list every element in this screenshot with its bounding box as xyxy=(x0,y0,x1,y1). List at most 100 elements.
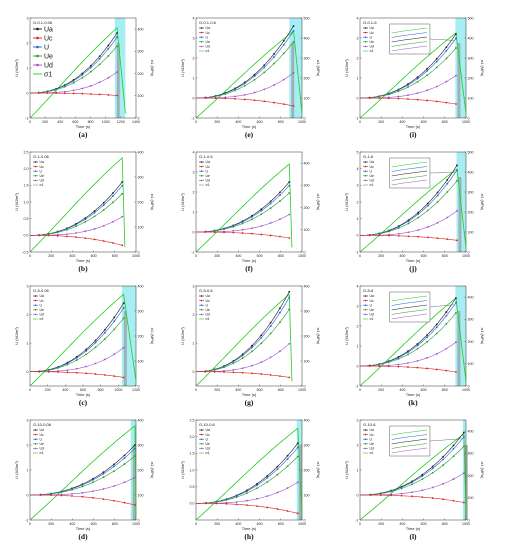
legend-label: σ1 xyxy=(40,451,44,455)
y-tick-label: -1 xyxy=(191,116,194,120)
data-point-uc xyxy=(204,370,207,373)
y-tick-label: 0 xyxy=(357,234,359,238)
data-point-ue xyxy=(455,47,457,49)
y-axis-label: U (MJ/m³) xyxy=(344,192,349,210)
data-point-ue xyxy=(387,361,390,364)
data-point-ud xyxy=(397,95,400,98)
data-point-ud xyxy=(232,229,235,232)
data-point-ud xyxy=(251,364,253,367)
data-point-ue xyxy=(462,445,465,448)
data-point-ud xyxy=(65,233,68,236)
failure-zone-shade xyxy=(462,420,466,520)
data-point-ud xyxy=(102,488,105,490)
data-point-uc xyxy=(445,369,448,372)
chart-panel: 0 200 400 600 800 1000-1012345010020030040050… xyxy=(344,150,485,273)
data-point-uc xyxy=(205,502,208,505)
data-point-ua xyxy=(113,463,115,466)
data-point-u xyxy=(245,490,248,493)
data-point-uc xyxy=(417,235,420,238)
data-point-ue xyxy=(292,40,295,43)
data-point-ud xyxy=(269,222,272,224)
x-tick-label: 200 xyxy=(214,254,220,258)
data-point-ud xyxy=(241,367,244,370)
data-point-uc xyxy=(378,97,381,100)
data-point-ue xyxy=(232,362,235,365)
x-tick-label: 200 xyxy=(378,388,384,392)
data-point-ua xyxy=(260,334,263,337)
data-point-uc xyxy=(57,371,59,373)
y2-tick-label: 200 xyxy=(468,340,474,344)
legend-label: σ1 xyxy=(370,183,374,187)
x-tick-label: 400 xyxy=(399,388,405,392)
energy-curve-ua xyxy=(29,444,136,496)
inset-pointer xyxy=(429,172,455,174)
y2-axis-label: σ1 (MPa) xyxy=(150,194,155,211)
data-point-ue xyxy=(282,52,285,55)
y-tick-label: -1 xyxy=(355,250,358,254)
x-tick-label: 400 xyxy=(235,254,241,258)
data-point-uc xyxy=(75,371,78,374)
data-point-ue xyxy=(90,70,92,73)
data-point-u xyxy=(407,351,409,354)
y2-axis-label: σ1 (MPa) xyxy=(480,194,485,211)
data-point-uc xyxy=(94,373,97,375)
data-point-u xyxy=(253,75,256,78)
y-tick-label: 3 xyxy=(27,418,29,422)
y-tick-label: 4 xyxy=(193,16,195,20)
legend-label: Ua xyxy=(40,294,44,298)
y-axis-label: U (MJ/m³) xyxy=(180,460,185,478)
x-tick-label: 600 xyxy=(72,120,78,124)
plot-frame xyxy=(359,285,467,387)
legend-label: σ1 xyxy=(206,317,210,321)
energy-curve-u xyxy=(195,297,290,373)
data-point-uc xyxy=(223,231,225,234)
x-tick-label: 600 xyxy=(257,254,263,258)
legend-label: σ1 xyxy=(370,317,374,321)
data-point-u xyxy=(442,458,445,461)
y-tick-label: 0 xyxy=(27,370,29,374)
data-point-ue xyxy=(243,84,246,87)
legend-label: Ud xyxy=(370,179,374,183)
data-point-ue xyxy=(81,485,84,488)
data-point-uc xyxy=(121,244,124,247)
data-point-ue xyxy=(436,201,439,203)
data-point-ue xyxy=(426,340,429,343)
legend-label: U xyxy=(206,437,209,441)
data-point-ud xyxy=(245,499,248,502)
x-tick-label: 400 xyxy=(235,522,241,526)
data-point-ud xyxy=(279,218,281,221)
y2-tick-label: 100 xyxy=(468,230,474,234)
data-point-uc xyxy=(288,237,291,239)
data-point-u xyxy=(445,314,448,317)
y-tick-label: 3 xyxy=(27,284,29,288)
data-point-ua xyxy=(85,348,88,351)
peak-band xyxy=(457,43,461,118)
x-tick-label: 400 xyxy=(69,522,75,526)
y-tick-label: 2.0 xyxy=(190,435,195,439)
y-tick-label: 1 xyxy=(357,217,359,221)
data-point-uc xyxy=(65,235,68,238)
y2-tick-label: 100 xyxy=(304,493,310,497)
y2-tick-label: 0 xyxy=(304,116,306,120)
legend-marker xyxy=(364,31,367,34)
y-tick-label: 1.0 xyxy=(24,200,29,204)
y-tick-label: 2.0 xyxy=(24,167,29,171)
data-point-u xyxy=(251,346,253,349)
energy-curve-ue xyxy=(29,455,136,496)
y-tick-label: 2 xyxy=(27,313,29,317)
legend-label: U xyxy=(370,303,373,307)
legend-label: σ1 xyxy=(206,451,210,455)
data-point-ua xyxy=(94,339,97,342)
y2-tick-label: 400 xyxy=(468,295,474,299)
y-tick-label: 2 xyxy=(193,190,195,194)
data-point-uc xyxy=(286,510,289,512)
data-point-uc xyxy=(288,376,291,379)
legend-marker xyxy=(200,36,203,38)
legend-label: U xyxy=(206,169,209,173)
legend-label: U xyxy=(370,437,373,441)
peak-band xyxy=(464,445,468,520)
data-point-ud xyxy=(455,74,457,77)
data-point-u xyxy=(397,89,400,91)
data-point-ue xyxy=(72,81,75,84)
legend-label: Uc xyxy=(206,165,210,169)
